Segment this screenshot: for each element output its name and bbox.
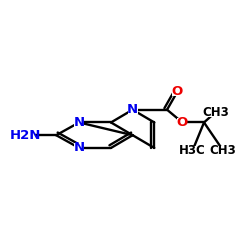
Bar	[172, 87, 182, 97]
Bar	[74, 143, 84, 152]
Bar	[214, 146, 233, 155]
Text: CH3: CH3	[210, 144, 236, 157]
Bar	[128, 105, 138, 114]
Text: O: O	[172, 85, 183, 98]
Bar	[74, 118, 84, 127]
Text: CH3: CH3	[202, 106, 229, 119]
Text: N: N	[127, 103, 138, 116]
Bar	[16, 130, 35, 140]
Text: N: N	[74, 116, 85, 129]
Bar	[177, 118, 188, 127]
Text: H3C: H3C	[179, 144, 206, 157]
Bar	[206, 108, 225, 117]
Text: N: N	[74, 142, 85, 154]
Text: H2N: H2N	[10, 129, 41, 142]
Bar	[183, 146, 202, 155]
Text: O: O	[177, 116, 188, 129]
